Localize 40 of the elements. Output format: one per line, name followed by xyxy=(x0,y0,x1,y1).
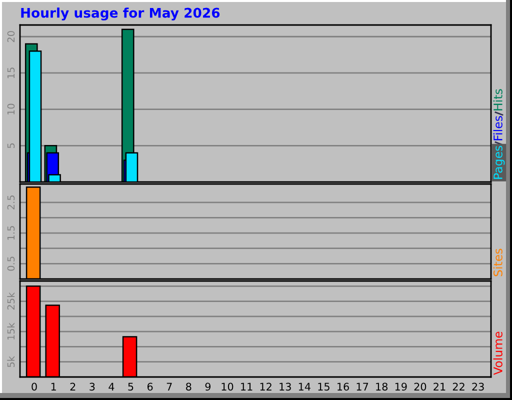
x-tick-label: 12 xyxy=(260,382,272,390)
y-tick-label: 15 xyxy=(7,68,15,78)
x-tick-label: 3 xyxy=(90,382,95,391)
x-tick-label: 2 xyxy=(70,382,76,390)
y-tick-label: 2.5 xyxy=(7,196,15,210)
text: Files xyxy=(493,116,502,140)
x-tick-label: 4 xyxy=(108,382,114,390)
y-tick-label: 0.5 xyxy=(7,256,15,271)
x-tick-label: 5 xyxy=(128,382,134,391)
x-tick-label: 21 xyxy=(434,382,446,390)
x-tick-label: 15 xyxy=(318,382,330,391)
y-tick-label: 5k xyxy=(7,356,15,368)
x-tick-label: 18 xyxy=(376,382,388,391)
x-tick-label: 16 xyxy=(338,382,349,391)
y-tick-label: 15k xyxy=(7,322,15,340)
x-tick-label: 11 xyxy=(241,382,252,390)
text: Sites xyxy=(493,248,502,276)
x-tick-label: 0 xyxy=(32,382,37,391)
x-tick-label: 10 xyxy=(222,382,234,391)
y-tick-label: 10 xyxy=(7,104,15,114)
x-tick-label: 19 xyxy=(395,382,407,391)
x-tick-label: 14 xyxy=(298,382,310,390)
text: Pages xyxy=(494,146,505,179)
x-tick-label: 13 xyxy=(280,382,291,391)
y-tick-label: 25k xyxy=(7,292,15,310)
x-tick-label: 7 xyxy=(166,382,172,390)
y-tick-label: 20 xyxy=(7,31,15,42)
x-tick-label: 17 xyxy=(356,382,368,390)
y-tick-label: 5 xyxy=(7,143,15,148)
x-tick-label: 22 xyxy=(452,382,464,390)
x-tick-label: 8 xyxy=(186,382,192,391)
chart-title: Hourly usage for May 2026 xyxy=(21,8,220,20)
x-tick-label: 23 xyxy=(472,382,484,391)
x-tick-label: 6 xyxy=(147,382,153,391)
x-tick-label: 20 xyxy=(414,382,426,391)
x-tick-label: 9 xyxy=(205,382,211,391)
x-tick-label: 1 xyxy=(51,382,56,390)
text: Hits xyxy=(493,89,502,110)
text: Volume xyxy=(493,332,502,375)
y-tick-label: 1.5 xyxy=(7,226,15,240)
